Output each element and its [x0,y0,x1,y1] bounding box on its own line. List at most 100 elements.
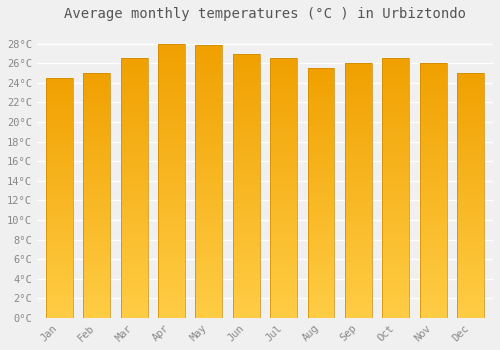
Bar [46,183,72,186]
Bar [196,170,222,173]
Bar [420,124,446,127]
Bar [420,300,446,303]
Bar [233,257,260,260]
Bar [457,159,484,161]
Bar [382,217,409,219]
Bar [308,68,334,71]
Bar [382,281,409,284]
Bar [233,133,260,135]
Bar [270,162,297,165]
Bar [457,134,484,137]
Bar [158,140,185,142]
Bar [382,268,409,271]
Bar [270,126,297,128]
Bar [270,92,297,95]
Bar [196,239,222,241]
Bar [308,146,334,148]
Bar [382,266,409,268]
Bar [457,166,484,169]
Bar [382,292,409,294]
Bar [46,296,72,299]
Bar [120,84,148,87]
Bar [308,108,334,111]
Bar [270,108,297,110]
Bar [270,206,297,209]
Bar [457,147,484,149]
Bar [120,276,148,279]
Bar [382,232,409,235]
Bar [120,256,148,258]
Bar [158,216,185,219]
Bar [83,313,110,315]
Bar [457,203,484,205]
Bar [196,176,222,178]
Bar [120,136,148,139]
Bar [457,73,484,76]
Bar [308,86,334,88]
Bar [345,298,372,300]
Bar [158,85,185,88]
Bar [420,219,446,221]
Bar [420,257,446,259]
Bar [270,152,297,154]
Bar [46,294,72,296]
Bar [270,147,297,149]
Bar [420,308,446,310]
Bar [270,193,297,196]
Bar [233,122,260,125]
Bar [345,63,372,318]
Bar [120,287,148,289]
Bar [120,196,148,198]
Bar [457,93,484,95]
Bar [233,127,260,130]
Bar [233,223,260,225]
Bar [158,170,185,173]
Bar [196,217,222,219]
Bar [345,272,372,275]
Bar [382,219,409,222]
Bar [382,227,409,230]
Bar [158,44,185,318]
Bar [158,236,185,238]
Bar [382,193,409,196]
Bar [233,275,260,278]
Bar [196,307,222,310]
Bar [83,98,110,100]
Bar [233,212,260,215]
Bar [83,306,110,308]
Bar [308,193,334,196]
Bar [345,300,372,303]
Bar [345,290,372,292]
Bar [196,293,222,296]
Bar [457,220,484,222]
Bar [420,180,446,183]
Bar [457,95,484,98]
Bar [308,220,334,223]
Bar [83,139,110,142]
Bar [420,63,446,318]
Bar [270,74,297,77]
Bar [196,72,222,75]
Bar [46,231,72,234]
Bar [270,264,297,266]
Bar [120,206,148,209]
Bar [382,308,409,310]
Bar [308,203,334,205]
Bar [158,263,185,266]
Bar [420,277,446,280]
Bar [420,150,446,152]
Bar [308,245,334,248]
Bar [382,134,409,136]
Bar [83,222,110,225]
Bar [382,300,409,302]
Bar [420,99,446,102]
Bar [120,77,148,79]
Bar [457,127,484,130]
Bar [270,118,297,121]
Bar [120,167,148,170]
Bar [345,71,372,74]
Bar [382,84,409,87]
Bar [457,274,484,276]
Bar [270,300,297,302]
Bar [345,158,372,160]
